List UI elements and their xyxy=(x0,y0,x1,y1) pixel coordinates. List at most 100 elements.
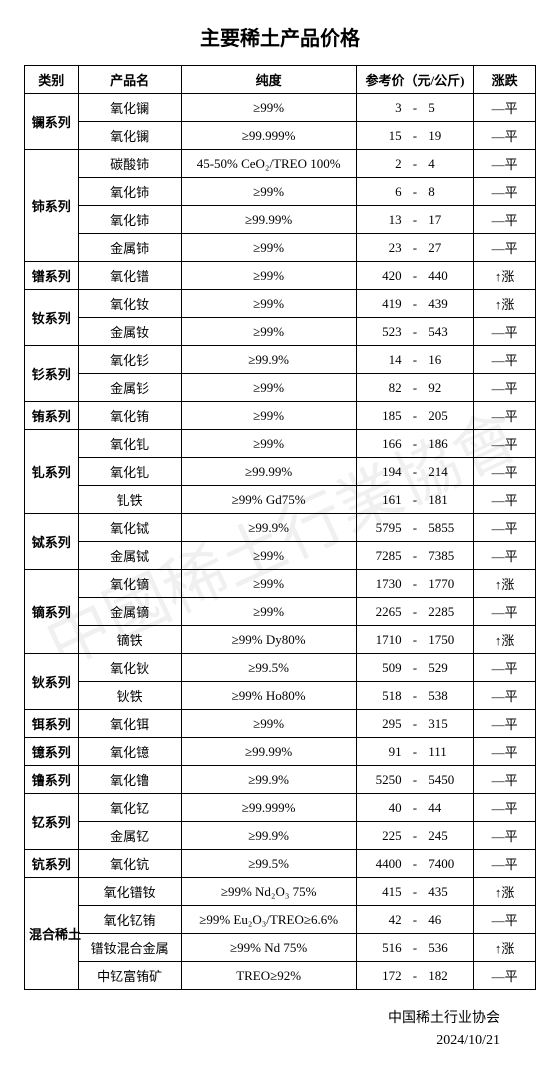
table-row: 镧系列氧化镧≥99%3-5—平 xyxy=(25,94,536,122)
product-cell: 金属镝 xyxy=(78,598,181,626)
price-high: 1770 xyxy=(426,570,473,598)
price-dash: - xyxy=(404,850,427,878)
product-cell: 氧化镨钕 xyxy=(78,878,181,906)
trend-cell: —平 xyxy=(474,794,536,822)
purity-cell: ≥99% xyxy=(181,234,356,262)
purity-cell: ≥99% Gd75% xyxy=(181,486,356,514)
table-row: 混合稀土氧化镨钕≥99% Nd₂O₃ 75%415-435↑涨 xyxy=(25,878,536,906)
trend-cell: ↑涨 xyxy=(474,290,536,318)
price-dash: - xyxy=(404,122,427,150)
price-high: 435 xyxy=(426,878,473,906)
price-low: 1730 xyxy=(356,570,403,598)
trend-cell: —平 xyxy=(474,94,536,122)
product-cell: 氧化钪 xyxy=(78,850,181,878)
price-dash: - xyxy=(404,458,427,486)
price-dash: - xyxy=(404,626,427,654)
product-cell: 氧化铒 xyxy=(78,710,181,738)
trend-cell: —平 xyxy=(474,234,536,262)
price-low: 3 xyxy=(356,94,403,122)
purity-cell: TREO≥92% xyxy=(181,962,356,990)
table-row: 钕系列氧化钕≥99%419-439↑涨 xyxy=(25,290,536,318)
table-row: 金属钐≥99%82-92—平 xyxy=(25,374,536,402)
category-cell: 镥系列 xyxy=(25,766,79,794)
table-row: 氧化铈≥99%6-8—平 xyxy=(25,178,536,206)
purity-cell: ≥99.99% xyxy=(181,738,356,766)
purity-cell: ≥99% Eu₂O₃/TREO≥6.6% xyxy=(181,906,356,934)
price-high: 181 xyxy=(426,486,473,514)
price-high: 543 xyxy=(426,318,473,346)
price-high: 7385 xyxy=(426,542,473,570)
table-row: 氧化钆≥99.99%194-214—平 xyxy=(25,458,536,486)
trend-cell: —平 xyxy=(474,906,536,934)
price-high: 5 xyxy=(426,94,473,122)
trend-cell: —平 xyxy=(474,822,536,850)
purity-cell: ≥99.9% xyxy=(181,514,356,542)
purity-cell: ≥99% xyxy=(181,598,356,626)
price-low: 185 xyxy=(356,402,403,430)
trend-cell: ↑涨 xyxy=(474,570,536,598)
price-dash: - xyxy=(404,150,427,178)
purity-cell: ≥99.999% xyxy=(181,122,356,150)
product-cell: 氧化镧 xyxy=(78,122,181,150)
price-high: 205 xyxy=(426,402,473,430)
price-dash: - xyxy=(404,402,427,430)
price-dash: - xyxy=(404,318,427,346)
price-high: 214 xyxy=(426,458,473,486)
price-low: 420 xyxy=(356,262,403,290)
price-low: 13 xyxy=(356,206,403,234)
trend-cell: —平 xyxy=(474,430,536,458)
price-low: 172 xyxy=(356,962,403,990)
table-row: 铈系列碳酸铈45-50% CeO₂/TREO 100%2-4—平 xyxy=(25,150,536,178)
product-cell: 碳酸铈 xyxy=(78,150,181,178)
price-low: 415 xyxy=(356,878,403,906)
footer-date: 2024/10/21 xyxy=(24,1030,500,1052)
price-high: 182 xyxy=(426,962,473,990)
purity-cell: ≥99.5% xyxy=(181,654,356,682)
price-dash: - xyxy=(404,234,427,262)
product-cell: 氧化钇铕 xyxy=(78,906,181,934)
product-cell: 中钇富铕矿 xyxy=(78,962,181,990)
price-high: 245 xyxy=(426,822,473,850)
product-cell: 氧化镧 xyxy=(78,94,181,122)
price-low: 82 xyxy=(356,374,403,402)
table-row: 氧化镧≥99.999%15-19—平 xyxy=(25,122,536,150)
category-cell: 钇系列 xyxy=(25,794,79,850)
table-row: 镝铁≥99% Dy80%1710-1750↑涨 xyxy=(25,626,536,654)
price-low: 42 xyxy=(356,906,403,934)
price-dash: - xyxy=(404,682,427,710)
col-trend: 涨跌 xyxy=(474,66,536,94)
footer-org: 中国稀土行业协会 xyxy=(24,1008,500,1030)
product-cell: 氧化钐 xyxy=(78,346,181,374)
price-high: 8 xyxy=(426,178,473,206)
product-cell: 氧化铕 xyxy=(78,402,181,430)
purity-cell: 45-50% CeO₂/TREO 100% xyxy=(181,150,356,178)
purity-cell: ≥99% xyxy=(181,570,356,598)
table-row: 中钇富铕矿TREO≥92%172-182—平 xyxy=(25,962,536,990)
purity-cell: ≥99% xyxy=(181,430,356,458)
price-high: 92 xyxy=(426,374,473,402)
category-cell: 混合稀土 xyxy=(25,878,79,990)
category-cell: 钕系列 xyxy=(25,290,79,346)
table-row: 钬系列氧化钬≥99.5%509-529—平 xyxy=(25,654,536,682)
price-high: 315 xyxy=(426,710,473,738)
purity-cell: ≥99.5% xyxy=(181,850,356,878)
purity-cell: ≥99% xyxy=(181,374,356,402)
price-high: 17 xyxy=(426,206,473,234)
purity-cell: ≥99% xyxy=(181,318,356,346)
trend-cell: ↑涨 xyxy=(474,878,536,906)
trend-cell: —平 xyxy=(474,150,536,178)
category-cell: 铈系列 xyxy=(25,150,79,262)
product-cell: 金属钇 xyxy=(78,822,181,850)
trend-cell: —平 xyxy=(474,486,536,514)
price-dash: - xyxy=(404,374,427,402)
purity-cell: ≥99.9% xyxy=(181,346,356,374)
product-cell: 金属钕 xyxy=(78,318,181,346)
price-low: 2 xyxy=(356,150,403,178)
price-low: 518 xyxy=(356,682,403,710)
trend-cell: —平 xyxy=(474,178,536,206)
purity-cell: ≥99% xyxy=(181,94,356,122)
product-cell: 氧化钆 xyxy=(78,430,181,458)
product-cell: 钆铁 xyxy=(78,486,181,514)
price-dash: - xyxy=(404,654,427,682)
product-cell: 氧化镱 xyxy=(78,738,181,766)
